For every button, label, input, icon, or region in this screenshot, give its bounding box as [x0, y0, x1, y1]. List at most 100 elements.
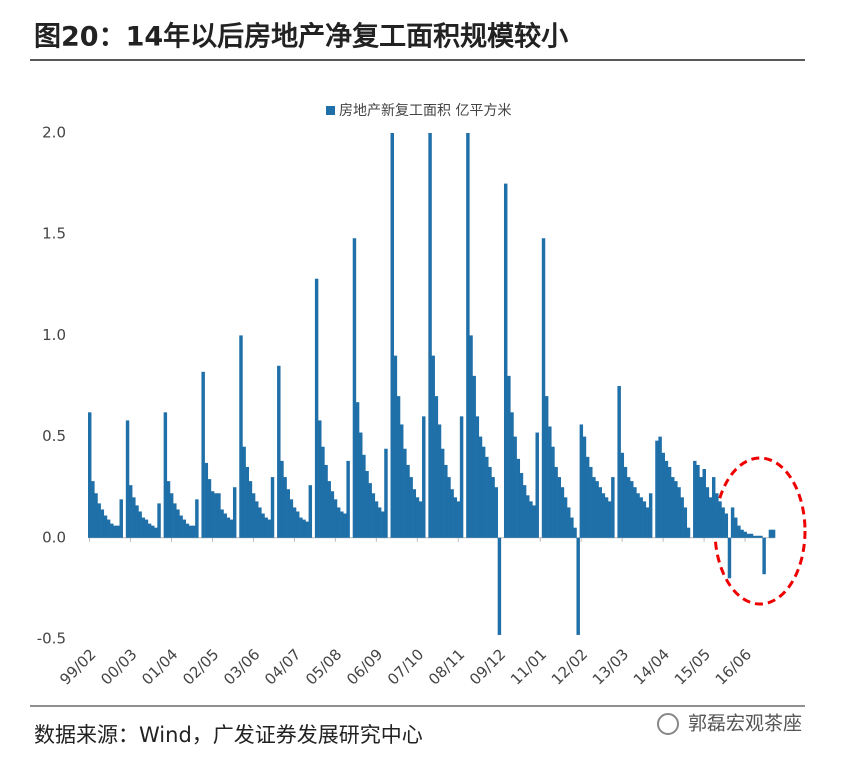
bar: [135, 505, 139, 538]
bar: [147, 523, 152, 538]
bar: [166, 481, 171, 538]
bar: [674, 481, 678, 538]
bar: [494, 487, 498, 538]
bar: [144, 519, 149, 538]
bar: [151, 525, 155, 538]
bar: [295, 511, 300, 538]
bar: [125, 420, 130, 538]
bar: [343, 513, 347, 538]
bar: [359, 432, 363, 538]
bar: [116, 525, 120, 538]
y-tick-label: -0.5: [37, 630, 66, 648]
bar: [207, 479, 212, 538]
bar: [103, 515, 108, 538]
y-tick-label: 1.0: [42, 326, 66, 344]
bar: [333, 499, 338, 538]
bar: [481, 446, 486, 538]
legend-label: 房地产新复工面积 亿平方米: [339, 102, 511, 119]
bar: [434, 396, 439, 538]
x-tick-label: 05/08: [302, 645, 345, 688]
bar: [459, 416, 464, 538]
bar: [368, 483, 372, 538]
y-tick-label: 0.5: [42, 427, 66, 445]
bar: [261, 513, 265, 538]
bar: [746, 533, 751, 538]
bar: [321, 446, 325, 538]
bar: [567, 507, 571, 538]
bar: [756, 535, 760, 538]
bar: [453, 497, 458, 538]
bar: [204, 462, 209, 538]
bar: [677, 487, 681, 538]
bar: [576, 537, 580, 635]
bar: [478, 436, 483, 538]
bar: [535, 432, 539, 538]
bar: [229, 519, 234, 538]
x-tick-label: 09/12: [466, 645, 509, 688]
bar: [422, 416, 426, 538]
bar: [658, 436, 662, 538]
bar: [232, 487, 237, 538]
bar: [466, 133, 470, 538]
bar: [157, 503, 161, 538]
bar: [664, 460, 669, 538]
bar: [292, 507, 297, 538]
x-tick-label: 14/04: [630, 645, 673, 688]
bar: [132, 497, 136, 538]
x-tick-label: 13/03: [589, 645, 632, 688]
bar: [381, 511, 385, 538]
bar: [169, 493, 174, 538]
legend-swatch: [326, 106, 335, 115]
bar: [686, 527, 691, 538]
bar: [475, 416, 480, 538]
bar: [412, 489, 417, 538]
bar: [554, 466, 558, 538]
bar: [173, 503, 177, 538]
bar: [210, 491, 215, 538]
bar: [526, 495, 530, 538]
bar: [365, 471, 369, 538]
bar: [258, 507, 262, 538]
bar: [730, 507, 735, 538]
bar: [548, 426, 552, 538]
x-tick-label: 07/10: [384, 645, 427, 688]
bar: [340, 511, 344, 538]
bar: [551, 446, 555, 538]
bar: [128, 485, 133, 538]
x-tick-label: 01/04: [138, 645, 181, 688]
y-tick-label: 2.0: [42, 124, 66, 142]
bar: [595, 481, 599, 538]
bar: [693, 460, 697, 538]
bar: [255, 501, 259, 538]
bar: [318, 420, 322, 538]
bar: [768, 529, 773, 538]
bar: [305, 521, 309, 538]
bar: [88, 412, 92, 538]
bar: [179, 515, 183, 538]
bar: [762, 537, 766, 575]
x-tick-label: 02/05: [179, 645, 222, 688]
bar: [141, 517, 146, 538]
bar: [519, 473, 524, 538]
bar: [270, 477, 275, 538]
bar: [573, 527, 577, 538]
bar: [620, 452, 625, 538]
bar: [217, 493, 221, 538]
bar: [592, 477, 596, 538]
bar: [352, 238, 357, 538]
bar: [771, 529, 776, 538]
bar: [374, 501, 379, 538]
bar: [601, 493, 606, 538]
bar: [639, 497, 643, 538]
bar: [377, 507, 382, 538]
highlight-ellipse: [713, 456, 807, 606]
bar: [582, 436, 587, 538]
bar: [223, 513, 227, 538]
watermark: 郭磊宏观茶座: [688, 713, 802, 735]
bar: [330, 491, 335, 538]
bar: [239, 335, 243, 538]
x-tick-label: 99/02: [56, 645, 99, 688]
bar: [585, 456, 590, 538]
x-tick-label: 16/06: [712, 645, 755, 688]
bar: [393, 355, 398, 538]
